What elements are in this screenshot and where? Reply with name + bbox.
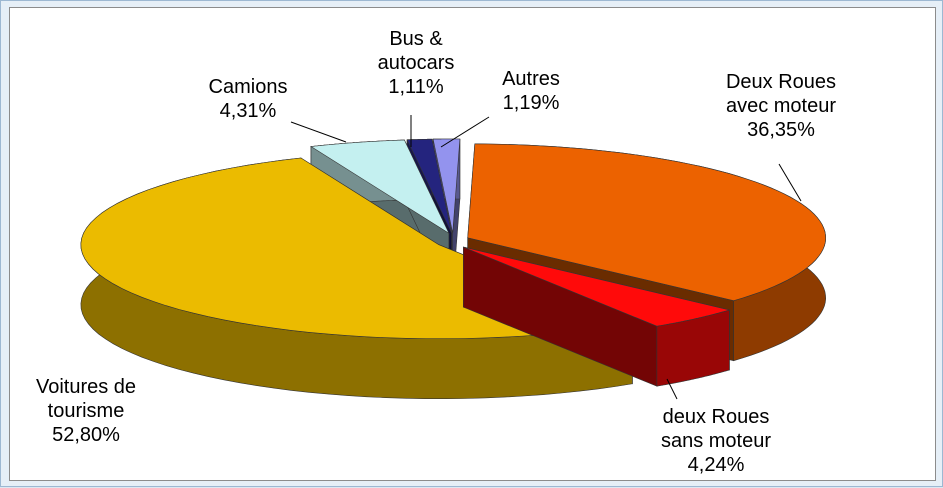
category-label: Autres	[502, 68, 560, 90]
pie-slice	[432, 138, 461, 234]
data-label: Camions 4,31%	[209, 75, 288, 123]
pie-slice	[310, 139, 450, 235]
category-label: deux Roues sans moteur	[660, 406, 772, 452]
category-label: Camions	[208, 76, 288, 98]
value-label: 4,31%	[219, 100, 277, 122]
data-label: deux Roues sans moteur 4,24%	[661, 405, 771, 477]
pie-slice	[467, 143, 827, 302]
category-label: Deux Roues avec moteur	[725, 71, 837, 117]
category-label: Bus & autocars	[377, 28, 455, 74]
data-label: Voitures de tourisme 52,80%	[36, 375, 136, 447]
value-label: 36,35%	[747, 119, 815, 141]
leader-line	[666, 378, 678, 400]
category-label: Voitures de tourisme	[35, 376, 137, 422]
leader-line	[290, 121, 347, 143]
data-label: Autres 1,19%	[502, 67, 560, 115]
value-label: 4,24%	[687, 454, 745, 476]
data-label: Bus & autocars 1,11%	[378, 27, 455, 99]
value-label: 1,11%	[388, 76, 444, 98]
leader-line	[440, 116, 490, 148]
value-label: 52,80%	[52, 424, 120, 446]
value-label: 1,19%	[502, 92, 560, 114]
pie-slice	[463, 246, 730, 327]
leader-line	[778, 163, 802, 202]
data-label: Deux Roues avec moteur 36,35%	[726, 70, 836, 142]
